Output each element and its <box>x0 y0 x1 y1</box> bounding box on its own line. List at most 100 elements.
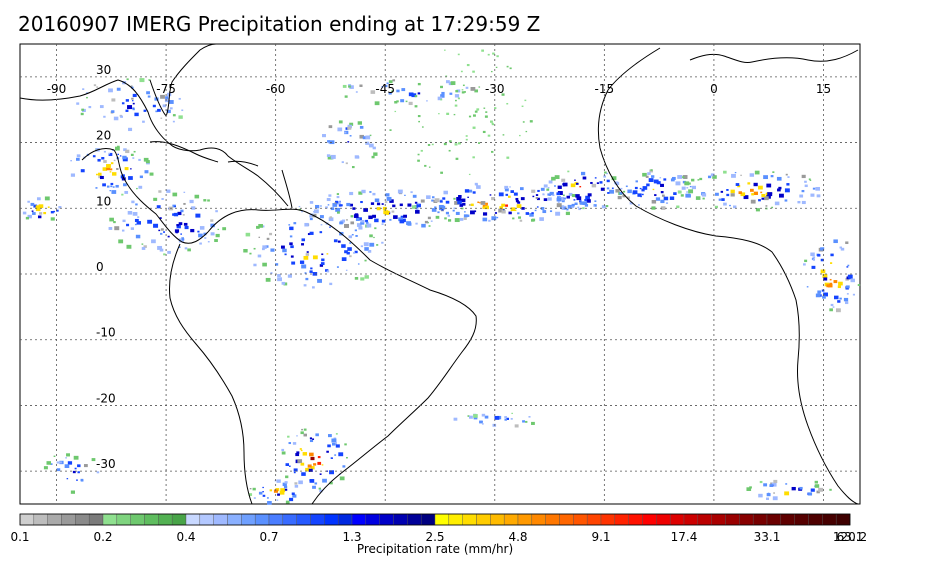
precip-cell <box>158 190 162 193</box>
colorbar-swatch <box>614 513 629 526</box>
precip-cell <box>440 171 443 174</box>
precip-cell <box>405 100 408 103</box>
precip-cell <box>563 207 567 210</box>
precip-cell <box>660 206 666 210</box>
precip-cell <box>763 175 768 180</box>
latitude-label: -10 <box>96 326 116 340</box>
precip-cell <box>245 232 251 237</box>
precip-cell <box>56 461 60 464</box>
precip-cell <box>178 222 183 226</box>
precip-cell <box>359 84 363 87</box>
precip-cell <box>461 91 465 94</box>
precip-cell <box>167 235 170 238</box>
precip-cell <box>680 194 684 197</box>
precip-cell <box>36 197 41 201</box>
precip-cell <box>183 222 188 226</box>
precip-cell <box>430 220 433 222</box>
coastline-layer <box>19 43 859 505</box>
precip-cell <box>607 192 610 194</box>
precip-cell <box>761 197 765 200</box>
precip-cell <box>347 141 350 143</box>
precip-cell <box>677 190 682 194</box>
precip-cell <box>808 492 813 496</box>
precip-cell <box>645 175 649 178</box>
precip-cell <box>453 197 456 200</box>
precip-cell <box>130 85 133 87</box>
precip-cell <box>249 252 252 255</box>
precip-cell <box>110 162 114 165</box>
precip-cell <box>284 488 288 491</box>
precip-cell <box>740 174 742 177</box>
precip-cell <box>650 169 653 171</box>
precip-cell <box>309 213 313 217</box>
precip-cell <box>414 95 418 98</box>
precip-cell <box>584 198 588 202</box>
precip-cell <box>417 115 421 118</box>
precip-cell <box>27 214 32 219</box>
precip-cell <box>58 206 62 209</box>
precip-cell <box>289 226 294 231</box>
precip-cell <box>830 253 834 257</box>
precip-cell <box>712 175 717 179</box>
precip-cell <box>556 192 561 196</box>
precip-cell <box>468 204 471 206</box>
precip-cell <box>309 270 313 273</box>
colorbar-swatch <box>573 513 588 526</box>
precip-cell <box>294 484 299 488</box>
precip-cell <box>773 492 775 494</box>
precip-cell <box>394 100 398 104</box>
precip-cell <box>392 79 396 82</box>
precip-cell <box>96 173 98 176</box>
precip-cell <box>299 448 302 450</box>
precip-cell <box>495 66 498 69</box>
precip-cell <box>459 217 464 221</box>
graticule <box>20 44 860 504</box>
precip-cell <box>478 86 481 88</box>
precip-cell <box>215 233 220 238</box>
longitude-label: -90 <box>47 82 67 96</box>
precip-cell <box>336 211 340 214</box>
precip-cell <box>699 177 703 181</box>
colorbar-swatch <box>213 513 228 526</box>
precip-cell <box>349 122 354 126</box>
precip-cell <box>777 188 781 192</box>
precip-cell <box>603 175 607 178</box>
precip-cell <box>750 188 754 192</box>
precip-cell <box>309 439 314 443</box>
precip-cell <box>175 231 178 234</box>
precip-cell <box>163 253 166 256</box>
precip-cell <box>833 295 839 300</box>
precip-cell <box>772 171 775 173</box>
precip-cell <box>368 143 374 148</box>
precip-cell <box>804 184 808 188</box>
precip-cell <box>835 308 841 313</box>
precip-cell <box>660 183 664 187</box>
precip-cell <box>338 120 343 124</box>
precip-cell <box>181 237 185 240</box>
precip-cell <box>440 98 443 101</box>
colorbar-swatch <box>822 513 837 526</box>
precip-cell <box>381 241 384 244</box>
precip-cell <box>269 232 273 236</box>
precip-cell <box>715 192 719 196</box>
precip-cell <box>587 193 592 197</box>
precip-cell <box>381 86 384 88</box>
precip-cell <box>183 191 186 193</box>
precip-cell <box>617 195 622 200</box>
precip-cell <box>282 482 287 487</box>
precip-cell <box>485 202 488 205</box>
precip-cell <box>38 209 41 212</box>
precip-cell <box>106 164 111 168</box>
precip-cell <box>332 203 338 207</box>
precip-cell <box>370 90 376 94</box>
precip-cell <box>121 229 125 232</box>
precip-cell <box>561 178 566 182</box>
colorbar-swatch <box>462 513 477 526</box>
colorbar-swatch <box>379 513 394 526</box>
precip-cell <box>691 178 695 182</box>
coastline-cuba <box>149 141 219 163</box>
precip-cell <box>735 183 740 186</box>
precip-cell <box>126 223 130 227</box>
precip-cell <box>660 191 664 194</box>
precip-cell <box>557 185 562 189</box>
